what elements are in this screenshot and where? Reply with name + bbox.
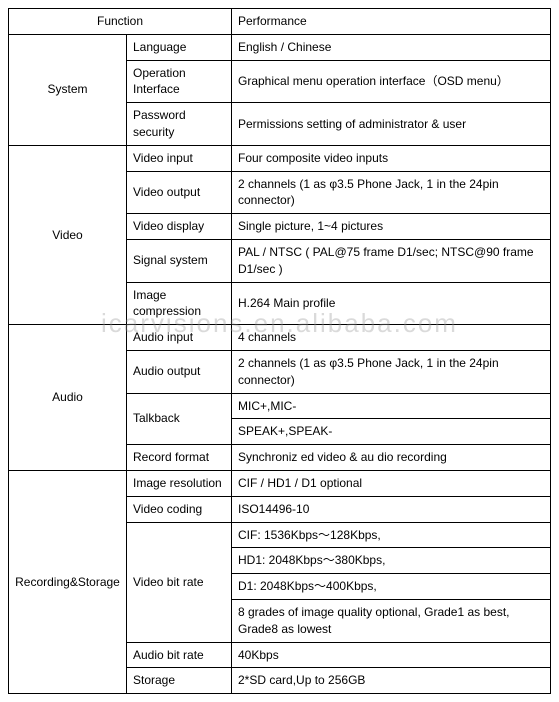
- label-cell: Operation Interface: [127, 60, 232, 103]
- value-cell: 2 channels (1 as φ3.5 Phone Jack, 1 in t…: [232, 171, 551, 214]
- value-cell: CIF / HD1 / D1 optional: [232, 470, 551, 496]
- label-cell: Talkback: [127, 393, 232, 445]
- label-cell: Video input: [127, 145, 232, 171]
- header-performance: Performance: [232, 9, 551, 35]
- value-cell: MIC+,MIC-: [232, 393, 551, 419]
- value-cell: PAL / NTSC ( PAL@75 frame D1/sec; NTSC@9…: [232, 239, 551, 282]
- value-cell: Single picture, 1~4 pictures: [232, 214, 551, 240]
- spec-table: FunctionPerformanceSystemLanguageEnglish…: [8, 8, 551, 694]
- value-cell: CIF: 1536Kbps～128Kbps,: [232, 522, 551, 548]
- category-cell: System: [9, 34, 127, 145]
- label-cell: Record format: [127, 445, 232, 471]
- value-cell: Synchroniz ed video & au dio recording: [232, 445, 551, 471]
- value-cell: 4 channels: [232, 325, 551, 351]
- header-function: Function: [9, 9, 232, 35]
- value-cell: Permissions setting of administrator & u…: [232, 103, 551, 146]
- category-cell: Audio: [9, 325, 127, 471]
- table-row: AudioAudio input4 channels: [9, 325, 551, 351]
- value-cell: 2*SD card,Up to 256GB: [232, 668, 551, 694]
- label-cell: Video coding: [127, 496, 232, 522]
- value-cell: SPEAK+,SPEAK-: [232, 419, 551, 445]
- category-cell: Recording&Storage: [9, 470, 127, 693]
- value-cell: H.264 Main profile: [232, 282, 551, 325]
- label-cell: Signal system: [127, 239, 232, 282]
- label-cell: Language: [127, 34, 232, 60]
- value-cell: Four composite video inputs: [232, 145, 551, 171]
- value-cell: HD1: 2048Kbps～380Kbps,: [232, 548, 551, 574]
- table-row: Recording&StorageImage resolutionCIF / H…: [9, 470, 551, 496]
- label-cell: Image compression: [127, 282, 232, 325]
- value-cell: 40Kbps: [232, 642, 551, 668]
- label-cell: Video bit rate: [127, 522, 232, 642]
- label-cell: Audio output: [127, 350, 232, 393]
- value-cell: 8 grades of image quality optional, Grad…: [232, 599, 551, 642]
- category-cell: Video: [9, 145, 127, 324]
- value-cell: English / Chinese: [232, 34, 551, 60]
- label-cell: Storage: [127, 668, 232, 694]
- label-cell: Audio bit rate: [127, 642, 232, 668]
- value-cell: 2 channels (1 as φ3.5 Phone Jack, 1 in t…: [232, 350, 551, 393]
- label-cell: Video output: [127, 171, 232, 214]
- label-cell: Audio input: [127, 325, 232, 351]
- table-row: VideoVideo inputFour composite video inp…: [9, 145, 551, 171]
- label-cell: Video display: [127, 214, 232, 240]
- label-cell: Password security: [127, 103, 232, 146]
- label-cell: Image resolution: [127, 470, 232, 496]
- value-cell: ISO14496-10: [232, 496, 551, 522]
- value-cell: D1: 2048Kbps～400Kbps,: [232, 574, 551, 600]
- table-row: SystemLanguageEnglish / Chinese: [9, 34, 551, 60]
- value-cell: Graphical menu operation interface（OSD m…: [232, 60, 551, 103]
